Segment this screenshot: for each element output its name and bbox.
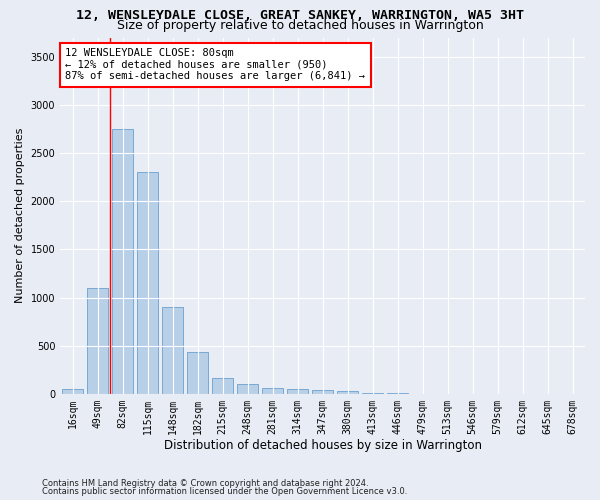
Text: Contains HM Land Registry data © Crown copyright and database right 2024.: Contains HM Land Registry data © Crown c… (42, 478, 368, 488)
Y-axis label: Number of detached properties: Number of detached properties (15, 128, 25, 304)
Text: Size of property relative to detached houses in Warrington: Size of property relative to detached ho… (116, 19, 484, 32)
Bar (287, 389, 308, 394)
Bar (87, 288, 108, 394)
Text: 12, WENSLEYDALE CLOSE, GREAT SANKEY, WARRINGTON, WA5 3HT: 12, WENSLEYDALE CLOSE, GREAT SANKEY, WAR… (76, 9, 524, 22)
Bar (362, 393, 383, 394)
Bar (237, 384, 258, 394)
Bar (187, 352, 208, 394)
X-axis label: Distribution of detached houses by size in Warrington: Distribution of detached houses by size … (164, 440, 482, 452)
Bar (62, 389, 83, 394)
Bar (137, 172, 158, 394)
Text: 12 WENSLEYDALE CLOSE: 80sqm
← 12% of detached houses are smaller (950)
87% of se: 12 WENSLEYDALE CLOSE: 80sqm ← 12% of det… (65, 48, 365, 82)
Bar (262, 388, 283, 394)
Bar (112, 129, 133, 394)
Bar (312, 390, 333, 394)
Bar (212, 378, 233, 394)
Bar (337, 391, 358, 394)
Bar (162, 307, 183, 394)
Text: Contains public sector information licensed under the Open Government Licence v3: Contains public sector information licen… (42, 487, 407, 496)
